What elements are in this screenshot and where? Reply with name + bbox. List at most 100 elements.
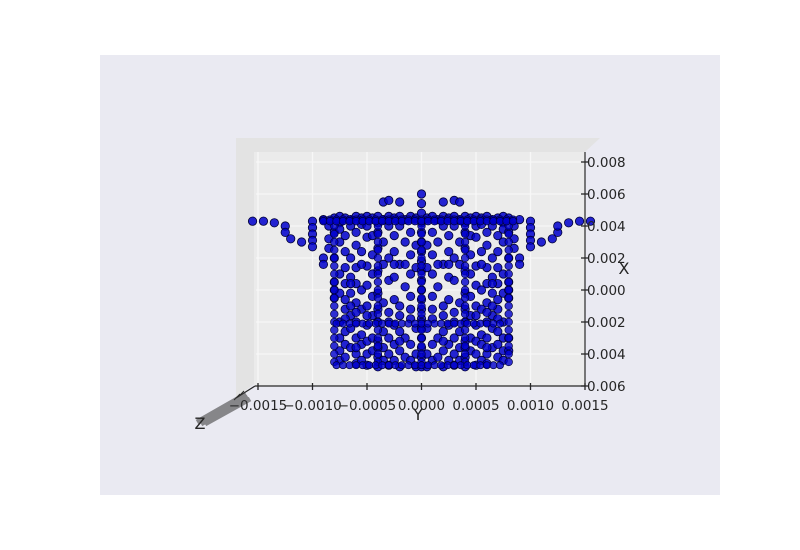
data-point (444, 231, 454, 241)
data-point (460, 349, 470, 359)
data-point (378, 361, 387, 370)
data-point (358, 361, 367, 370)
data-point (438, 197, 448, 207)
data-point (504, 309, 513, 319)
data-point (345, 319, 354, 328)
data-point (417, 319, 426, 328)
data-point (340, 352, 350, 362)
data-point (476, 285, 487, 295)
data-point (504, 325, 513, 335)
data-point (482, 361, 491, 370)
data-point (455, 197, 465, 207)
data-point (493, 326, 503, 337)
data-point (504, 261, 513, 271)
data-point (339, 361, 347, 370)
data-point (384, 349, 394, 359)
data-point (460, 277, 470, 287)
data-point (395, 346, 405, 356)
data-point (330, 261, 339, 271)
data-point (395, 301, 405, 311)
data-point (427, 339, 437, 349)
x-tick-label: 0.006 (587, 187, 626, 203)
data-point (450, 361, 459, 370)
data-point (373, 261, 383, 271)
data-point (389, 294, 399, 305)
data-point (482, 342, 492, 353)
data-point (411, 361, 419, 370)
x-tick-label: 0.002 (587, 251, 626, 267)
data-point (438, 301, 448, 311)
data-point (460, 293, 470, 303)
data-point (384, 253, 394, 263)
data-point (373, 277, 383, 287)
data-point (476, 319, 485, 328)
data-point (362, 280, 372, 290)
data-point (433, 259, 443, 269)
data-point (391, 319, 400, 328)
data-point (351, 227, 361, 237)
data-point (346, 288, 356, 298)
data-point (482, 333, 492, 343)
x-tick-label: 0.004 (587, 219, 626, 235)
data-point (433, 237, 443, 247)
data-point (449, 349, 459, 359)
x-tick-label: 0.006 (587, 379, 626, 395)
data-point (417, 229, 426, 239)
data-point (417, 245, 426, 255)
data-point (553, 221, 563, 231)
data-point (405, 250, 416, 260)
data-point (504, 349, 513, 359)
data-point (351, 307, 361, 317)
data-point (405, 269, 416, 279)
data-point (536, 237, 547, 247)
data-point (493, 294, 503, 305)
data-point (384, 319, 393, 328)
data-point (417, 237, 426, 247)
data-point (330, 277, 339, 287)
data-point (460, 245, 470, 255)
data-point (330, 245, 339, 255)
data-point (476, 247, 487, 257)
data-point (504, 285, 513, 295)
data-point (427, 269, 437, 279)
data-point (373, 285, 383, 295)
data-point (404, 361, 413, 370)
data-point (525, 242, 536, 252)
data-point (391, 361, 400, 370)
data-point (504, 317, 513, 327)
data-point (384, 195, 394, 205)
data-point (482, 227, 492, 237)
data-point (373, 301, 383, 311)
data-point (471, 232, 481, 242)
data-point (417, 277, 426, 287)
data-point (456, 319, 465, 328)
data-point (389, 259, 399, 269)
data-point (400, 282, 410, 292)
data-point (456, 361, 465, 370)
y-tick-label: 0.0010 (507, 398, 554, 414)
data-point (405, 304, 416, 314)
data-point (444, 294, 454, 305)
data-point (427, 291, 437, 301)
data-point (384, 333, 394, 343)
data-point (417, 301, 426, 311)
data-point (469, 361, 478, 370)
data-point (395, 326, 405, 337)
data-point (460, 269, 470, 279)
data-point (395, 336, 405, 346)
data-point (433, 282, 443, 292)
data-point (384, 307, 394, 317)
data-point (427, 227, 437, 237)
y-axis-label: Y (412, 405, 423, 424)
data-point (330, 229, 339, 239)
data-point (471, 310, 481, 321)
data-point (405, 291, 416, 301)
data-point (340, 262, 350, 273)
data-point (384, 361, 393, 370)
data-point (400, 237, 410, 247)
z-axis-label: Z (195, 414, 206, 433)
data-point (280, 227, 290, 237)
data-point (460, 301, 470, 311)
data-point (489, 361, 498, 370)
data-point (373, 253, 383, 263)
